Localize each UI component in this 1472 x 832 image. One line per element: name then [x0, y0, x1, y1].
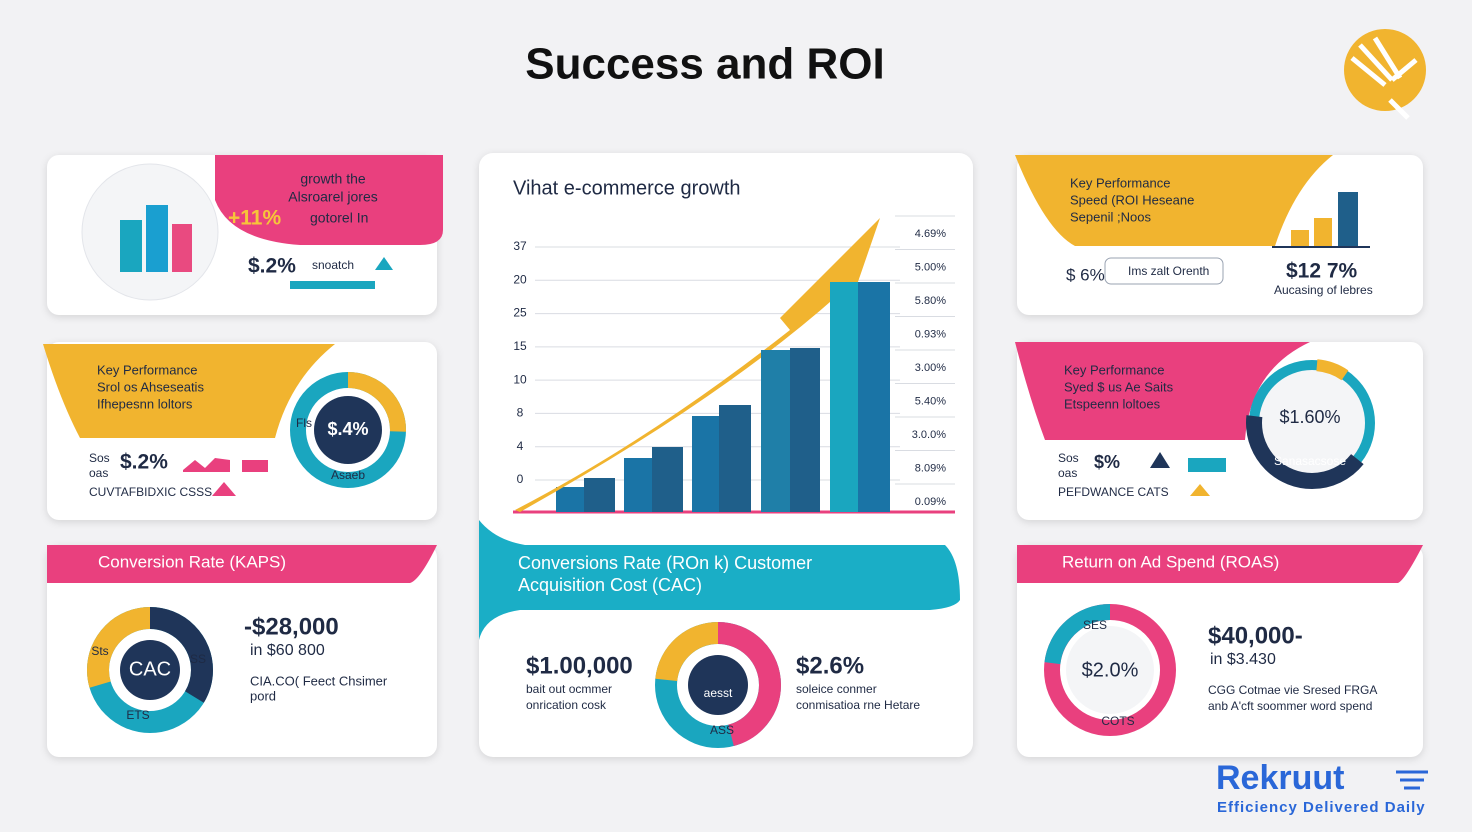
chart-title: Vihat e-commerce growth: [513, 177, 741, 199]
text: Srol os Ahseseatis: [97, 379, 204, 394]
donut-label: Asaeb: [331, 468, 365, 482]
donut-label: Sanasacsose: [1274, 454, 1346, 468]
text: CIA.CO( Feect Chsimer: [250, 673, 388, 688]
donut-label: CAC: [129, 658, 171, 680]
axis-label: 8: [517, 406, 524, 420]
axis-label: 0.93%: [915, 328, 946, 340]
card-title: Return on Ad Spend (ROAS): [1062, 552, 1279, 571]
text: $.2%: [120, 451, 168, 474]
donut-label: SES: [1083, 618, 1107, 632]
text: Key Performance: [97, 362, 197, 377]
donut-label: ETS: [126, 708, 149, 722]
card-title: Conversion Rate (KAPS): [98, 552, 286, 571]
text: growth the: [300, 171, 366, 187]
axis-label: 3.0.0%: [912, 429, 946, 441]
text: $2.6%: [796, 652, 864, 679]
axis-label: 4: [517, 439, 524, 453]
axis-label: 8.09%: [915, 462, 946, 474]
text: $1.00,000: [526, 652, 633, 679]
donut-label: Sts: [91, 644, 108, 658]
text: CGG Cotmae vie Sresed FRGA: [1208, 683, 1377, 697]
axis-label: 5.80%: [915, 295, 946, 307]
text: -$28,000: [244, 613, 339, 640]
axis-label: 25: [513, 306, 527, 320]
pill-text: Ims zalt Orenth: [1128, 264, 1209, 278]
banner-text: Acquisition Cost (CAC): [518, 575, 702, 595]
text: bait out ocmmer: [526, 682, 612, 696]
text: $12 7%: [1286, 260, 1358, 283]
axis-label: 5.00%: [915, 261, 946, 273]
kpi-card: [1015, 342, 1423, 520]
text: conmisatioa rne Hetare: [796, 698, 920, 712]
axis-label: 0.09%: [915, 496, 946, 508]
brand-tagline: Efficiency Delivered Daily: [1217, 799, 1426, 816]
text: Aucasing of lebres: [1274, 283, 1373, 297]
text: $40,000-: [1208, 622, 1303, 649]
donut-label: ASS: [710, 723, 734, 737]
banner-text: Conversions Rate (ROn k) Customer: [518, 553, 812, 573]
text: Sos: [1058, 451, 1079, 465]
axis-label: 20: [513, 272, 527, 286]
text: Syed $ us Ae Saits: [1064, 379, 1174, 394]
axis-label: 5.40%: [915, 395, 946, 407]
roas-card: [1017, 545, 1423, 757]
text: Ifhepesnn loltors: [97, 396, 193, 411]
text: Sepenil ;Noos: [1070, 209, 1151, 224]
title: Success and ROI: [525, 40, 884, 89]
axis-label: 15: [513, 339, 527, 353]
text: Key Performance: [1064, 362, 1164, 377]
text: in $3.430: [1210, 651, 1276, 668]
donut-label: aesst: [704, 686, 733, 700]
text: CUVTAFBIDXIC CSSS: [89, 485, 212, 499]
text: Etspeenn loltoes: [1064, 396, 1161, 411]
donut-label: COTS: [1101, 714, 1134, 728]
kpi-card: [1015, 155, 1423, 315]
text: $ 6%: [1066, 265, 1105, 284]
axis-label: 3.00%: [915, 362, 946, 374]
text: pord: [250, 688, 276, 703]
text: in $60 800: [250, 642, 325, 659]
brand-name: Rekruut: [1216, 759, 1344, 797]
growth-card: [47, 155, 443, 315]
conversion-card: [47, 545, 437, 757]
donut-label: $1.60%: [1279, 407, 1340, 427]
donut-label: Fls: [296, 416, 312, 430]
text: Alsroarel jores: [288, 189, 377, 205]
text: Key Performance: [1070, 175, 1170, 190]
axis-label: 37: [513, 239, 527, 253]
text: +11%: [228, 207, 281, 230]
text: soleice conmer: [796, 682, 877, 696]
text: gotorel In: [310, 210, 368, 226]
text: onrication cosk: [526, 698, 607, 712]
text: $.2%: [248, 255, 296, 278]
axis-label: 4.69%: [915, 228, 946, 240]
text: $%: [1094, 452, 1120, 472]
text: snoatch: [312, 258, 354, 272]
logo: [1344, 29, 1426, 120]
donut-label: $2.0%: [1082, 659, 1139, 681]
axis-label: 0: [517, 472, 524, 486]
axis-label: 10: [513, 372, 527, 386]
text: Speed (ROI Heseane: [1070, 192, 1194, 207]
donut-label: $.4%: [327, 419, 368, 439]
text: oas: [1058, 466, 1077, 480]
text: anb A'cft soommer word spend: [1208, 699, 1372, 713]
text: PEFDWANCE CATS: [1058, 485, 1169, 499]
text: oas: [89, 466, 108, 480]
donut-label: SS: [190, 652, 206, 666]
center-card: 37 20 25 15 10 8 4 0 4.69% 5.00% 5.80% 0.93% 3.00% 5.…: [479, 153, 973, 757]
text: Sos: [89, 451, 110, 465]
kpi-card: [43, 342, 437, 520]
brand-icon: [1396, 770, 1428, 790]
